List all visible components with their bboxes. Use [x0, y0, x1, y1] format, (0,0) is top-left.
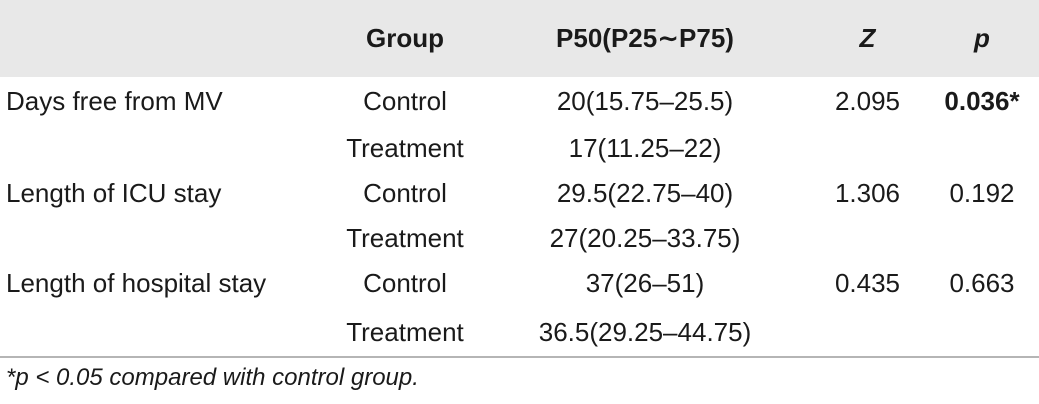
table-row: Length of ICU stay Control 29.5(22.75–40… — [0, 171, 1039, 216]
table-bottom-rule — [0, 356, 1039, 358]
cell-outcome: Length of hospital stay — [6, 268, 267, 298]
cell-p: 0.036* — [944, 86, 1020, 116]
header-group: Group — [366, 23, 444, 53]
cell-group: Control — [363, 86, 447, 116]
table-row: Treatment 17(11.25–22) — [0, 126, 1039, 171]
cell-outcome — [0, 216, 330, 261]
cell-group: Treatment — [346, 316, 464, 347]
header-p: p — [974, 23, 990, 53]
cell-median: 36.5(29.25–44.75) — [538, 316, 752, 347]
cell-outcome — [0, 126, 330, 171]
cell-median: 29.5(22.75–40) — [556, 178, 734, 208]
cell-group: Treatment — [346, 223, 464, 253]
cell-z — [810, 306, 925, 358]
cell-group: Treatment — [346, 133, 464, 163]
table-header-row: Group P50(P25∼P75) Z p — [0, 0, 1039, 77]
table-footnote: *p < 0.05 compared with control group. — [6, 364, 419, 391]
cell-group: Control — [363, 268, 447, 298]
cell-p: 0.663 — [949, 268, 1015, 298]
cell-median: 37(26–51) — [585, 268, 705, 298]
results-table: Group P50(P25∼P75) Z p Days free from MV… — [0, 0, 1039, 358]
cell-median: 17(11.25–22) — [568, 133, 722, 163]
cell-outcome: Length of ICU stay — [6, 178, 222, 208]
cell-p: 0.192 — [949, 178, 1015, 208]
cell-z: 2.095 — [834, 86, 901, 116]
cell-z: 0.435 — [834, 268, 901, 298]
header-outcome — [0, 0, 330, 77]
cell-z: 1.306 — [834, 178, 901, 208]
cell-p — [925, 306, 1039, 358]
cell-median: 20(15.75–25.5) — [556, 86, 734, 116]
cell-outcome — [0, 306, 330, 358]
cell-p — [925, 126, 1039, 171]
table-top-rule — [0, 0, 1039, 2]
header-z: Z — [859, 23, 876, 53]
cell-median: 27(20.25–33.75) — [549, 223, 741, 253]
cell-group: Control — [363, 178, 447, 208]
table-row: Days free from MV Control 20(15.75–25.5)… — [0, 77, 1039, 126]
cell-z — [810, 126, 925, 171]
table-row: Treatment 27(20.25–33.75) — [0, 216, 1039, 261]
cell-outcome: Days free from MV — [6, 86, 223, 116]
table-row: Treatment 36.5(29.25–44.75) — [0, 306, 1039, 358]
table-row: Length of hospital stay Control 37(26–51… — [0, 261, 1039, 306]
cell-p — [925, 216, 1039, 261]
header-median: P50(P25∼P75) — [556, 23, 734, 53]
cell-z — [810, 216, 925, 261]
